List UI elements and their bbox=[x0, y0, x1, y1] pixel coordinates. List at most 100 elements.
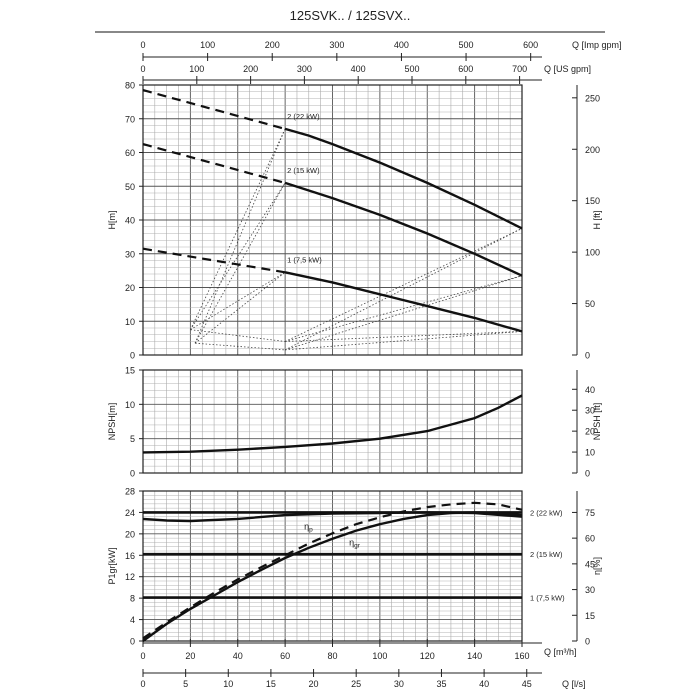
bottom-axis-tick-label: 0 bbox=[140, 651, 145, 661]
left-tick-label: 80 bbox=[125, 81, 135, 91]
curve-solid-head bbox=[284, 271, 523, 333]
eta-gr-symbol: η bbox=[349, 538, 354, 548]
curve-dashed-head bbox=[142, 247, 286, 274]
top-axis-tick-label: 300 bbox=[297, 64, 312, 74]
panel-frame-npsh bbox=[142, 369, 523, 474]
bottom-axis-title: Q [l/s] bbox=[562, 679, 586, 689]
left-tick-label: 8 bbox=[130, 594, 135, 604]
left-tick-label: 70 bbox=[125, 114, 135, 124]
bottom-axis-tick-label: 100 bbox=[372, 651, 387, 661]
right-tick-label: 250 bbox=[585, 93, 600, 103]
bottom-axis-tick-label: 40 bbox=[233, 651, 243, 661]
efficiency-envelope-line bbox=[190, 182, 286, 330]
efficiency-envelope-line bbox=[194, 182, 286, 344]
bottom-axis-tick-label: 20 bbox=[309, 679, 319, 689]
bottom-axis-tick-label: 60 bbox=[280, 651, 290, 661]
right-tick-label: 30 bbox=[585, 585, 595, 595]
left-tick-label: 40 bbox=[125, 216, 135, 226]
right-tick-label: 50 bbox=[585, 299, 595, 309]
left-tick-label: 5 bbox=[130, 434, 135, 444]
top-axis-tick-label: 0 bbox=[140, 40, 145, 50]
top-axis-tick-label: 400 bbox=[394, 40, 409, 50]
top-axis-tick-label: 100 bbox=[189, 64, 204, 74]
power-rating-label: 2 (22 kW) bbox=[530, 508, 563, 517]
right-axis-title: H [ft] bbox=[592, 210, 602, 229]
chart-title: 125SVK.. / 125SVX.. bbox=[290, 8, 411, 23]
curve-solid-head bbox=[284, 181, 523, 277]
right-axis-title: η[%] bbox=[592, 557, 602, 575]
left-tick-label: 10 bbox=[125, 317, 135, 327]
eta-gr-subscript: gr bbox=[354, 543, 361, 550]
top-axis-tick-label: 300 bbox=[329, 40, 344, 50]
bottom-axis-tick-label: 80 bbox=[327, 651, 337, 661]
right-tick-label: 200 bbox=[585, 145, 600, 155]
bottom-axis-tick-label: 35 bbox=[436, 679, 446, 689]
right-tick-label: 10 bbox=[585, 448, 595, 458]
right-tick-label: 150 bbox=[585, 196, 600, 206]
eta-gr-label: ηgr bbox=[349, 538, 361, 550]
left-tick-label: 60 bbox=[125, 148, 135, 158]
curve-solid-head bbox=[284, 127, 523, 230]
top-axis-title: Q [US gpm] bbox=[544, 64, 591, 74]
top-axis-tick-label: 200 bbox=[243, 64, 258, 74]
left-axis-title: P1gr[kW] bbox=[107, 547, 117, 584]
left-tick-label: 10 bbox=[125, 400, 135, 410]
left-axis-title: NPSH[m] bbox=[107, 403, 117, 441]
efficiency-envelope-line bbox=[194, 128, 286, 344]
eta-p-label: ηp bbox=[304, 522, 313, 534]
right-tick-label: 0 bbox=[585, 637, 590, 647]
curve-solid-npsh bbox=[142, 394, 523, 454]
top-axis-tick-label: 700 bbox=[512, 64, 527, 74]
left-tick-label: 28 bbox=[125, 487, 135, 497]
bottom-axis-tick-label: 45 bbox=[522, 679, 532, 689]
curve-solid-power bbox=[142, 511, 523, 642]
left-tick-label: 30 bbox=[125, 249, 135, 259]
eta-p-symbol: η bbox=[304, 522, 309, 532]
right-tick-label: 20 bbox=[585, 427, 595, 437]
bottom-axis-tick-label: 160 bbox=[514, 651, 529, 661]
top-axis-tick-label: 600 bbox=[458, 64, 473, 74]
left-tick-label: 16 bbox=[125, 551, 135, 561]
right-tick-label: 100 bbox=[585, 248, 600, 258]
right-axis-title: NPSH [ft] bbox=[592, 403, 602, 441]
top-axis-tick-label: 0 bbox=[140, 64, 145, 74]
efficiency-envelope-line bbox=[195, 342, 286, 351]
left-tick-label: 24 bbox=[125, 508, 135, 518]
right-tick-label: 60 bbox=[585, 534, 595, 544]
right-tick-label: 30 bbox=[585, 406, 595, 416]
right-tick-label: 0 bbox=[585, 469, 590, 479]
top-axis-tick-label: 500 bbox=[404, 64, 419, 74]
head-curve-label: 2 (15 kW) bbox=[287, 166, 320, 175]
curve-dashed-head bbox=[142, 143, 286, 184]
efficiency-envelope-line bbox=[285, 331, 523, 342]
labels-layer: 2 (22 kW) 2 (15 kW) 1 (7,5 kW) 2 (22 kW) 2 (… bbox=[287, 112, 565, 603]
power-rating-label: 1 (7,5 kW) bbox=[530, 594, 565, 603]
bottom-axis-title: Q [m³/h] bbox=[544, 647, 577, 657]
bottom-axis-tick-label: 120 bbox=[420, 651, 435, 661]
grid-layer bbox=[142, 84, 523, 642]
top-axis-tick-label: 100 bbox=[200, 40, 215, 50]
left-axis-title: H[m] bbox=[107, 211, 117, 230]
left-tick-label: 15 bbox=[125, 366, 135, 376]
head-curve-label: 2 (22 kW) bbox=[287, 112, 320, 121]
efficiency-envelope-line bbox=[284, 228, 523, 351]
efficiency-envelope-line bbox=[285, 331, 523, 351]
top-axis-tick-label: 600 bbox=[523, 40, 538, 50]
left-tick-label: 0 bbox=[130, 351, 135, 361]
bottom-axis-tick-label: 15 bbox=[266, 679, 276, 689]
left-tick-label: 12 bbox=[125, 572, 135, 582]
top-axis-tick-label: 500 bbox=[459, 40, 474, 50]
curve-dashed-head bbox=[142, 89, 286, 130]
curves-layer bbox=[142, 89, 523, 642]
right-tick-label: 0 bbox=[585, 351, 590, 361]
bottom-axis-tick-label: 20 bbox=[185, 651, 195, 661]
left-tick-label: 50 bbox=[125, 182, 135, 192]
curve-dashed-power bbox=[142, 501, 523, 640]
efficiency-envelope-line bbox=[284, 275, 523, 342]
right-tick-label: 45 bbox=[585, 559, 595, 569]
bottom-axis-tick-label: 30 bbox=[394, 679, 404, 689]
left-tick-label: 0 bbox=[130, 637, 135, 647]
left-tick-label: 20 bbox=[125, 529, 135, 539]
